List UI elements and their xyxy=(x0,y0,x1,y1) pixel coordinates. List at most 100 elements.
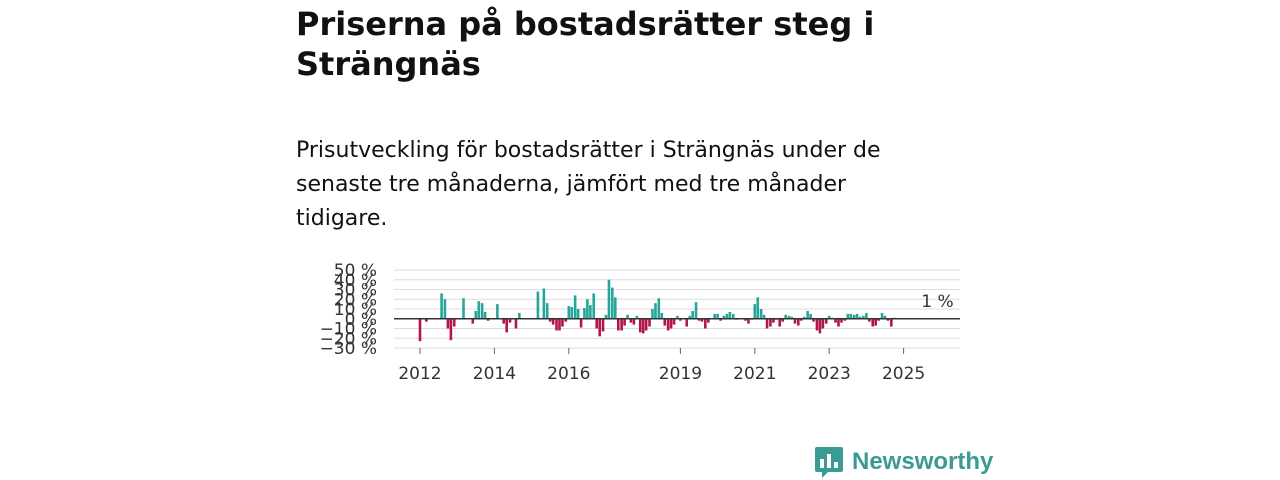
bar xyxy=(880,312,884,319)
bar xyxy=(855,313,859,319)
bar xyxy=(883,315,887,319)
bar xyxy=(446,318,450,329)
bar xyxy=(753,304,757,319)
bar xyxy=(765,318,769,329)
bar xyxy=(583,308,586,319)
y-tick-label: −30 % xyxy=(320,339,377,359)
bar xyxy=(573,295,577,319)
bar xyxy=(505,318,508,333)
bar xyxy=(747,318,750,324)
bar xyxy=(800,318,803,321)
y-tick-label: −20 % xyxy=(320,329,377,349)
bar xyxy=(611,287,614,319)
bar xyxy=(716,313,719,319)
x-tick-label: 2019 xyxy=(659,364,702,384)
x-tick-label: 2021 xyxy=(733,364,776,384)
bar xyxy=(477,301,481,319)
bar xyxy=(654,303,657,319)
bar xyxy=(890,318,893,327)
bar xyxy=(555,318,558,331)
bar xyxy=(561,318,564,327)
bar xyxy=(666,318,670,331)
y-tick-label: 30 % xyxy=(334,281,377,301)
bar xyxy=(688,315,691,319)
bar xyxy=(483,311,487,319)
bar xyxy=(759,309,763,319)
bar xyxy=(818,318,822,334)
bar xyxy=(632,318,636,325)
bar xyxy=(502,318,505,324)
bar xyxy=(877,318,880,321)
bar xyxy=(576,309,580,319)
bar xyxy=(672,318,676,325)
bar xyxy=(644,318,648,331)
bar xyxy=(694,302,698,319)
bar xyxy=(834,318,837,323)
bar xyxy=(772,318,775,323)
bar xyxy=(713,313,716,319)
bar xyxy=(837,318,840,327)
bar xyxy=(480,303,484,319)
y-tick-label: 20 % xyxy=(334,290,377,310)
bar xyxy=(797,318,800,326)
bar xyxy=(607,279,611,319)
bar xyxy=(641,318,645,334)
bar-chart-speech-bubble-icon xyxy=(815,447,843,478)
bar xyxy=(471,318,475,324)
bar xyxy=(784,314,787,319)
page-title: Priserna på bostadsrätter steg i Strängn… xyxy=(296,5,875,83)
bar xyxy=(620,318,623,331)
bar xyxy=(806,310,809,319)
x-tick-label: 2012 xyxy=(398,364,441,384)
bar xyxy=(570,307,574,319)
bar xyxy=(614,297,617,319)
bar xyxy=(567,306,571,319)
bar xyxy=(657,298,661,319)
bar xyxy=(787,315,791,319)
bar xyxy=(508,318,512,323)
bar xyxy=(871,318,875,327)
bar xyxy=(474,310,478,319)
bar xyxy=(518,312,521,319)
bar xyxy=(824,318,828,324)
bar xyxy=(858,316,862,319)
bar xyxy=(700,318,704,322)
bar xyxy=(815,318,819,331)
bar xyxy=(663,318,667,326)
bar xyxy=(542,288,546,319)
bar xyxy=(707,318,710,323)
bar xyxy=(589,305,592,319)
y-tick-label: 10 % xyxy=(334,300,377,320)
bar xyxy=(840,318,843,323)
bar xyxy=(762,314,766,319)
bar xyxy=(558,318,561,331)
bar xyxy=(802,316,806,319)
bar xyxy=(514,318,518,329)
brand-name: Newsworthy xyxy=(852,448,994,475)
bar xyxy=(660,312,664,319)
bar xyxy=(669,318,673,329)
x-tick-label: 2014 xyxy=(473,364,516,384)
bar xyxy=(704,318,707,329)
bar xyxy=(440,293,443,319)
bar xyxy=(843,318,847,321)
bar xyxy=(586,299,589,319)
bar xyxy=(790,316,794,319)
bar xyxy=(601,318,605,332)
bar xyxy=(812,318,815,322)
bar xyxy=(425,318,428,322)
newsworthy-logo[interactable]: Newsworthy xyxy=(814,445,993,479)
bar xyxy=(604,314,608,319)
bar xyxy=(635,315,639,319)
x-tick-label: 2016 xyxy=(547,364,590,384)
bar xyxy=(862,315,865,319)
bar xyxy=(496,304,499,319)
bar xyxy=(486,318,490,321)
bar xyxy=(697,318,701,321)
bar xyxy=(651,309,654,319)
bar xyxy=(846,313,850,319)
bar xyxy=(629,318,633,323)
bar xyxy=(452,318,456,327)
bar xyxy=(725,313,729,319)
y-tick-label: 50 % xyxy=(334,261,377,281)
